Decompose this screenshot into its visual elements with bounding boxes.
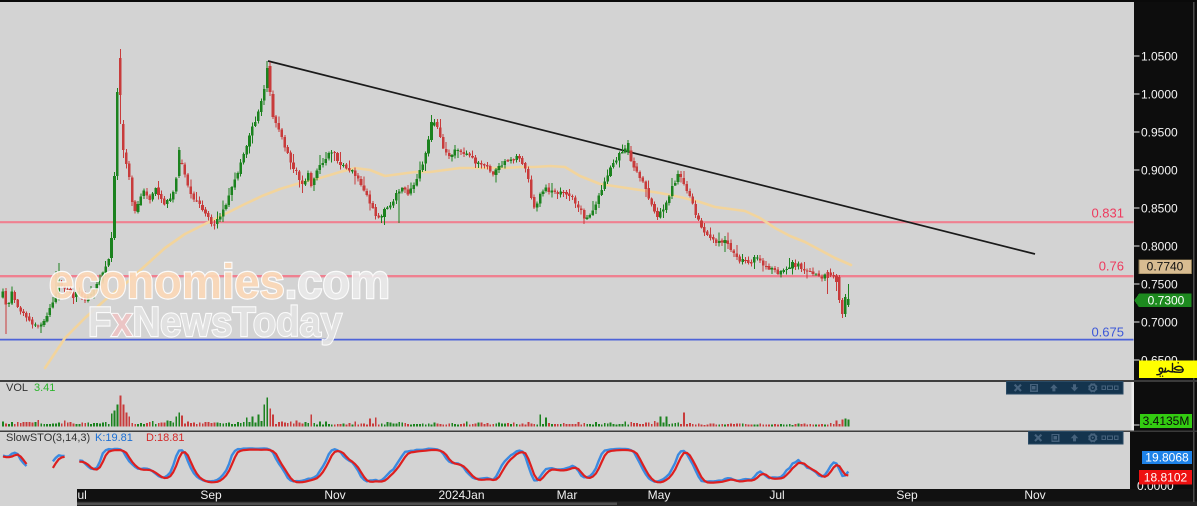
svg-text:0.9500: 0.9500 — [1141, 125, 1178, 139]
svg-text:19.8068: 19.8068 — [1145, 450, 1189, 464]
svg-text:0.7740: 0.7740 — [1147, 260, 1184, 274]
svg-text:1.0000: 1.0000 — [1141, 87, 1178, 101]
svg-text:Nov: Nov — [324, 488, 345, 502]
svg-text:0.831: 0.831 — [1091, 206, 1124, 221]
svg-text:3.4135M: 3.4135M — [1143, 414, 1190, 428]
svg-text:2024Jan: 2024Jan — [438, 488, 484, 502]
svg-text:0.7500: 0.7500 — [1141, 277, 1178, 291]
svg-text:SlowSTO(3,14,3): SlowSTO(3,14,3) — [6, 432, 90, 444]
svg-text:Jul: Jul — [769, 488, 784, 502]
svg-text:1.0500: 1.0500 — [1141, 49, 1178, 63]
svg-text:Nov: Nov — [1024, 488, 1045, 502]
svg-text:May: May — [648, 488, 671, 502]
svg-text:economies.com: economies.com — [49, 256, 390, 309]
svg-text:VOL: VOL — [6, 382, 28, 394]
svg-text:ul: ul — [78, 488, 87, 502]
svg-text:0.7000: 0.7000 — [1141, 315, 1178, 329]
svg-text:K:19.81: K:19.81 — [95, 432, 133, 444]
svg-text:FxNewsToday: FxNewsToday — [88, 298, 343, 345]
svg-text:0.7300: 0.7300 — [1148, 294, 1185, 308]
svg-text:0.9000: 0.9000 — [1141, 163, 1178, 177]
svg-text:0.8000: 0.8000 — [1141, 239, 1178, 253]
svg-text:Sep: Sep — [200, 488, 222, 502]
svg-text:0.76: 0.76 — [1099, 259, 1124, 274]
svg-text:3.41: 3.41 — [34, 382, 55, 394]
svg-text:0.675: 0.675 — [1091, 325, 1124, 340]
svg-text:0.8500: 0.8500 — [1141, 201, 1178, 215]
svg-text:D:18.81: D:18.81 — [146, 432, 185, 444]
svg-text:Sep: Sep — [896, 488, 918, 502]
svg-text:Mar: Mar — [557, 488, 578, 502]
svg-text:18.8102: 18.8102 — [1144, 470, 1188, 484]
